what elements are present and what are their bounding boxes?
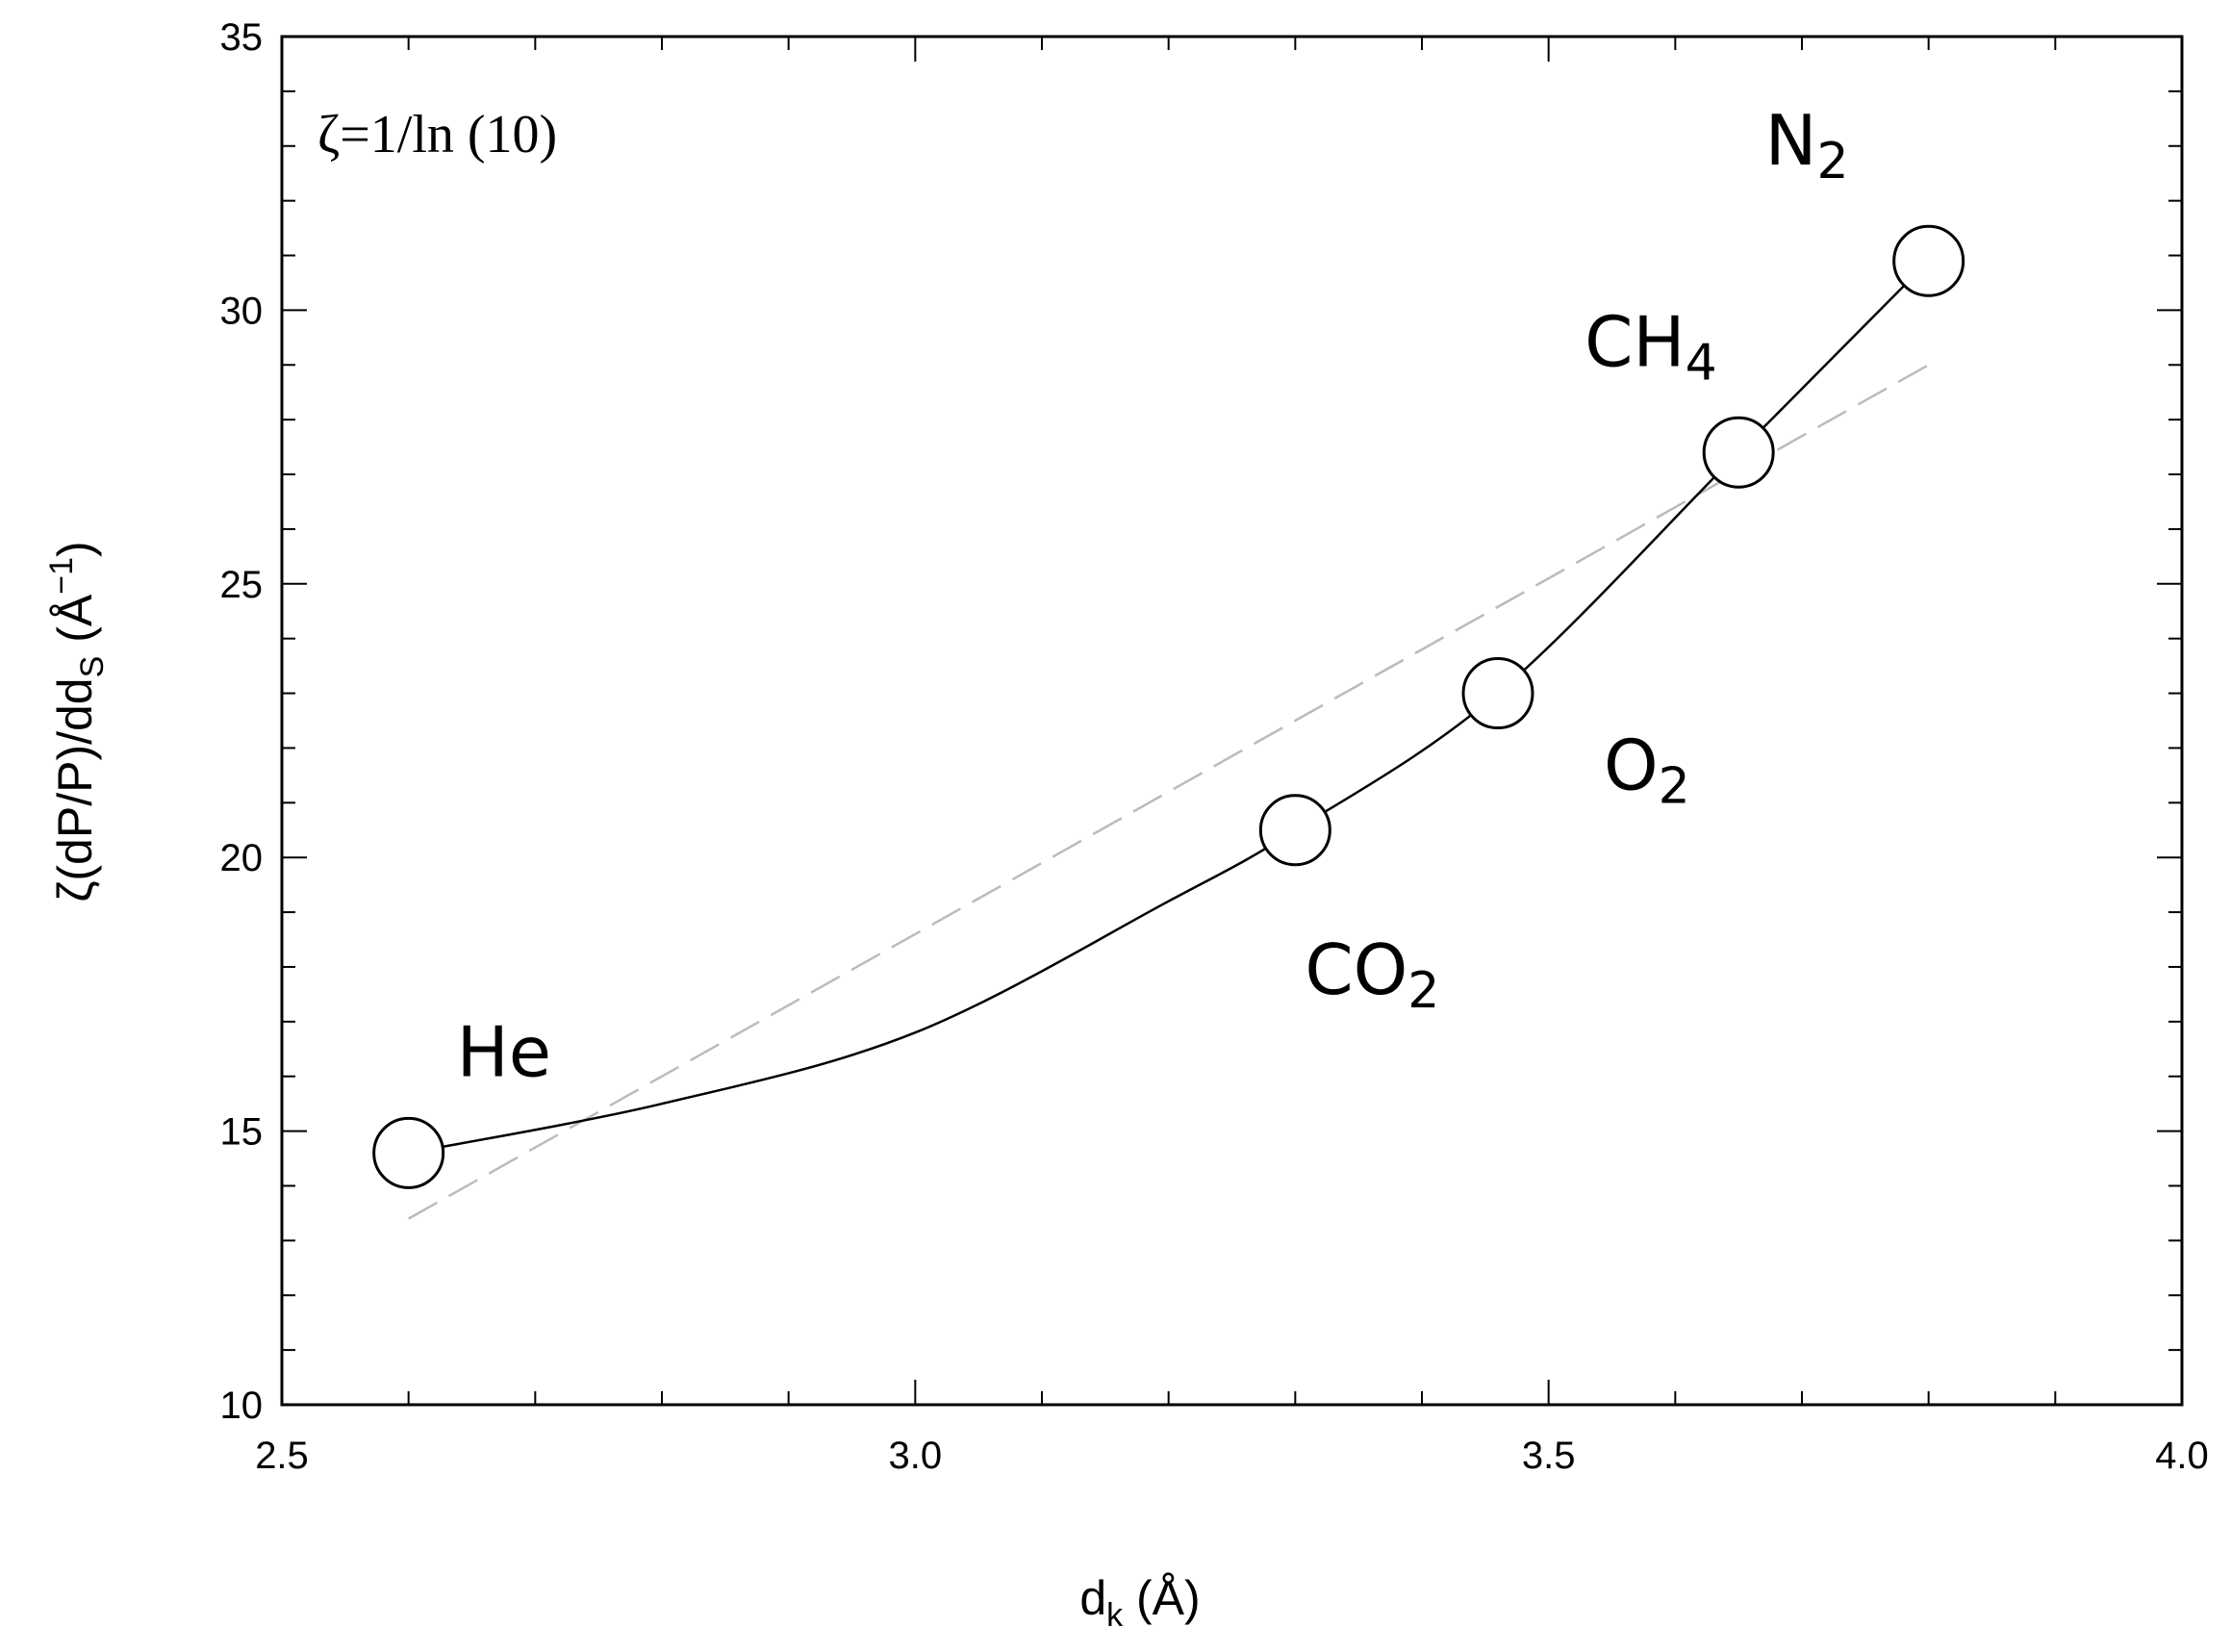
series-lines — [408, 260, 1930, 1220]
data-markers — [372, 224, 1965, 1189]
y-tick-label: 15 — [220, 1111, 264, 1154]
gas-label-subscript: 4 — [1686, 334, 1717, 392]
gas-label-text: CO — [1305, 929, 1407, 1010]
gas-label-subscript: 2 — [1659, 758, 1690, 816]
data-point-he — [372, 1116, 445, 1189]
data-point-co2 — [1258, 794, 1331, 867]
x-axis-title-subscript: k — [1106, 1597, 1124, 1634]
gas-label-o2: O2 — [1604, 725, 1690, 816]
gas-label-text: CH — [1585, 301, 1685, 382]
y-axis-title: ζ(dP/P)/ddS (Å−1) — [43, 541, 111, 902]
gas-label-co2: CO2 — [1305, 929, 1439, 1020]
gas-label-subscript: 2 — [1407, 962, 1439, 1020]
y-tick-label: 25 — [220, 564, 264, 606]
x-tick-label: 3.0 — [889, 1435, 943, 1477]
y-tick-labels: 10 15 20 25 30 35 — [220, 16, 264, 1427]
data-point-ch4 — [1702, 416, 1775, 489]
gas-label-text: He — [457, 1011, 551, 1092]
y-tick-label: 20 — [220, 837, 264, 879]
gas-label-text: O — [1604, 725, 1659, 806]
y-tick-label: 35 — [220, 16, 264, 59]
x-axis-title: dk (Å) — [1079, 1571, 1200, 1634]
x-tick-label: 3.5 — [1522, 1435, 1576, 1477]
y-axis-title-superscript: −1 — [43, 557, 80, 595]
linear-trend-line — [408, 364, 1930, 1220]
axis-ticks — [281, 36, 2183, 1406]
formula-annotation: ζ=1/ln (10) — [317, 105, 557, 165]
gas-label-he: He — [457, 1011, 551, 1092]
gas-label-ch4: CH4 — [1585, 301, 1717, 392]
plot-frame — [280, 35, 2184, 1407]
gas-label-text: N — [1765, 100, 1817, 181]
y-tick-label: 30 — [220, 290, 264, 332]
x-tick-label: 2.5 — [255, 1435, 309, 1477]
x-tick-label: 4.0 — [2155, 1435, 2209, 1477]
y-axis-title-subscript: S — [74, 656, 111, 678]
x-tick-labels: 2.5 3.0 3.5 4.0 — [255, 1435, 2209, 1477]
y-tick-label: 10 — [220, 1385, 264, 1427]
data-point-o2 — [1461, 657, 1534, 730]
fit-curve — [408, 260, 1930, 1155]
data-point-n2 — [1892, 224, 1965, 297]
gas-label-n2: N2 — [1765, 100, 1849, 191]
gas-label-subscript: 2 — [1817, 133, 1849, 191]
